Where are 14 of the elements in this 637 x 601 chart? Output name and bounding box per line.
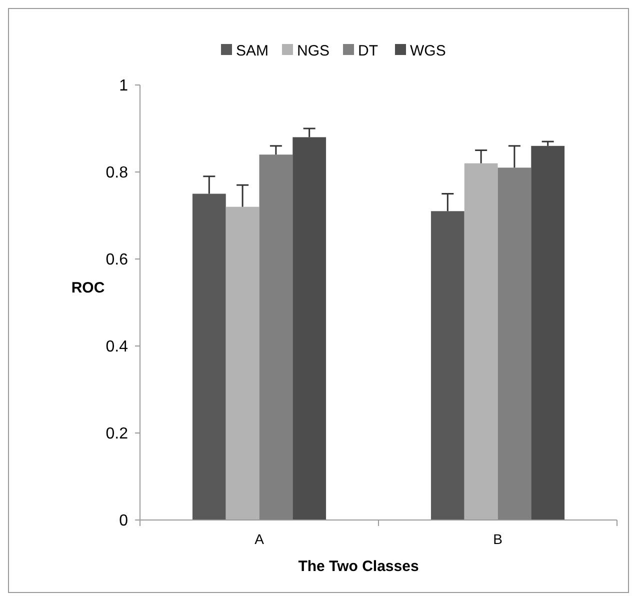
legend-label: WGS: [410, 42, 446, 60]
y-tick-label: 0.6: [106, 252, 128, 269]
y-tick-label: 0: [119, 512, 128, 530]
y-axis-title: ROC: [71, 280, 105, 296]
x-tick-label: A: [254, 531, 265, 547]
legend-label: NGS: [297, 42, 330, 60]
y-tick-label: 0.8: [106, 164, 128, 182]
legend-label: DT: [358, 42, 378, 60]
y-tick-label: 1: [119, 78, 128, 95]
legend-label: SAM: [236, 42, 269, 60]
x-axis-title: The Two Classes: [298, 558, 419, 575]
y-tick-label: 0.4: [106, 338, 128, 356]
x-tick-label: B: [493, 531, 502, 547]
y-tick-label: 0.2: [106, 426, 128, 443]
